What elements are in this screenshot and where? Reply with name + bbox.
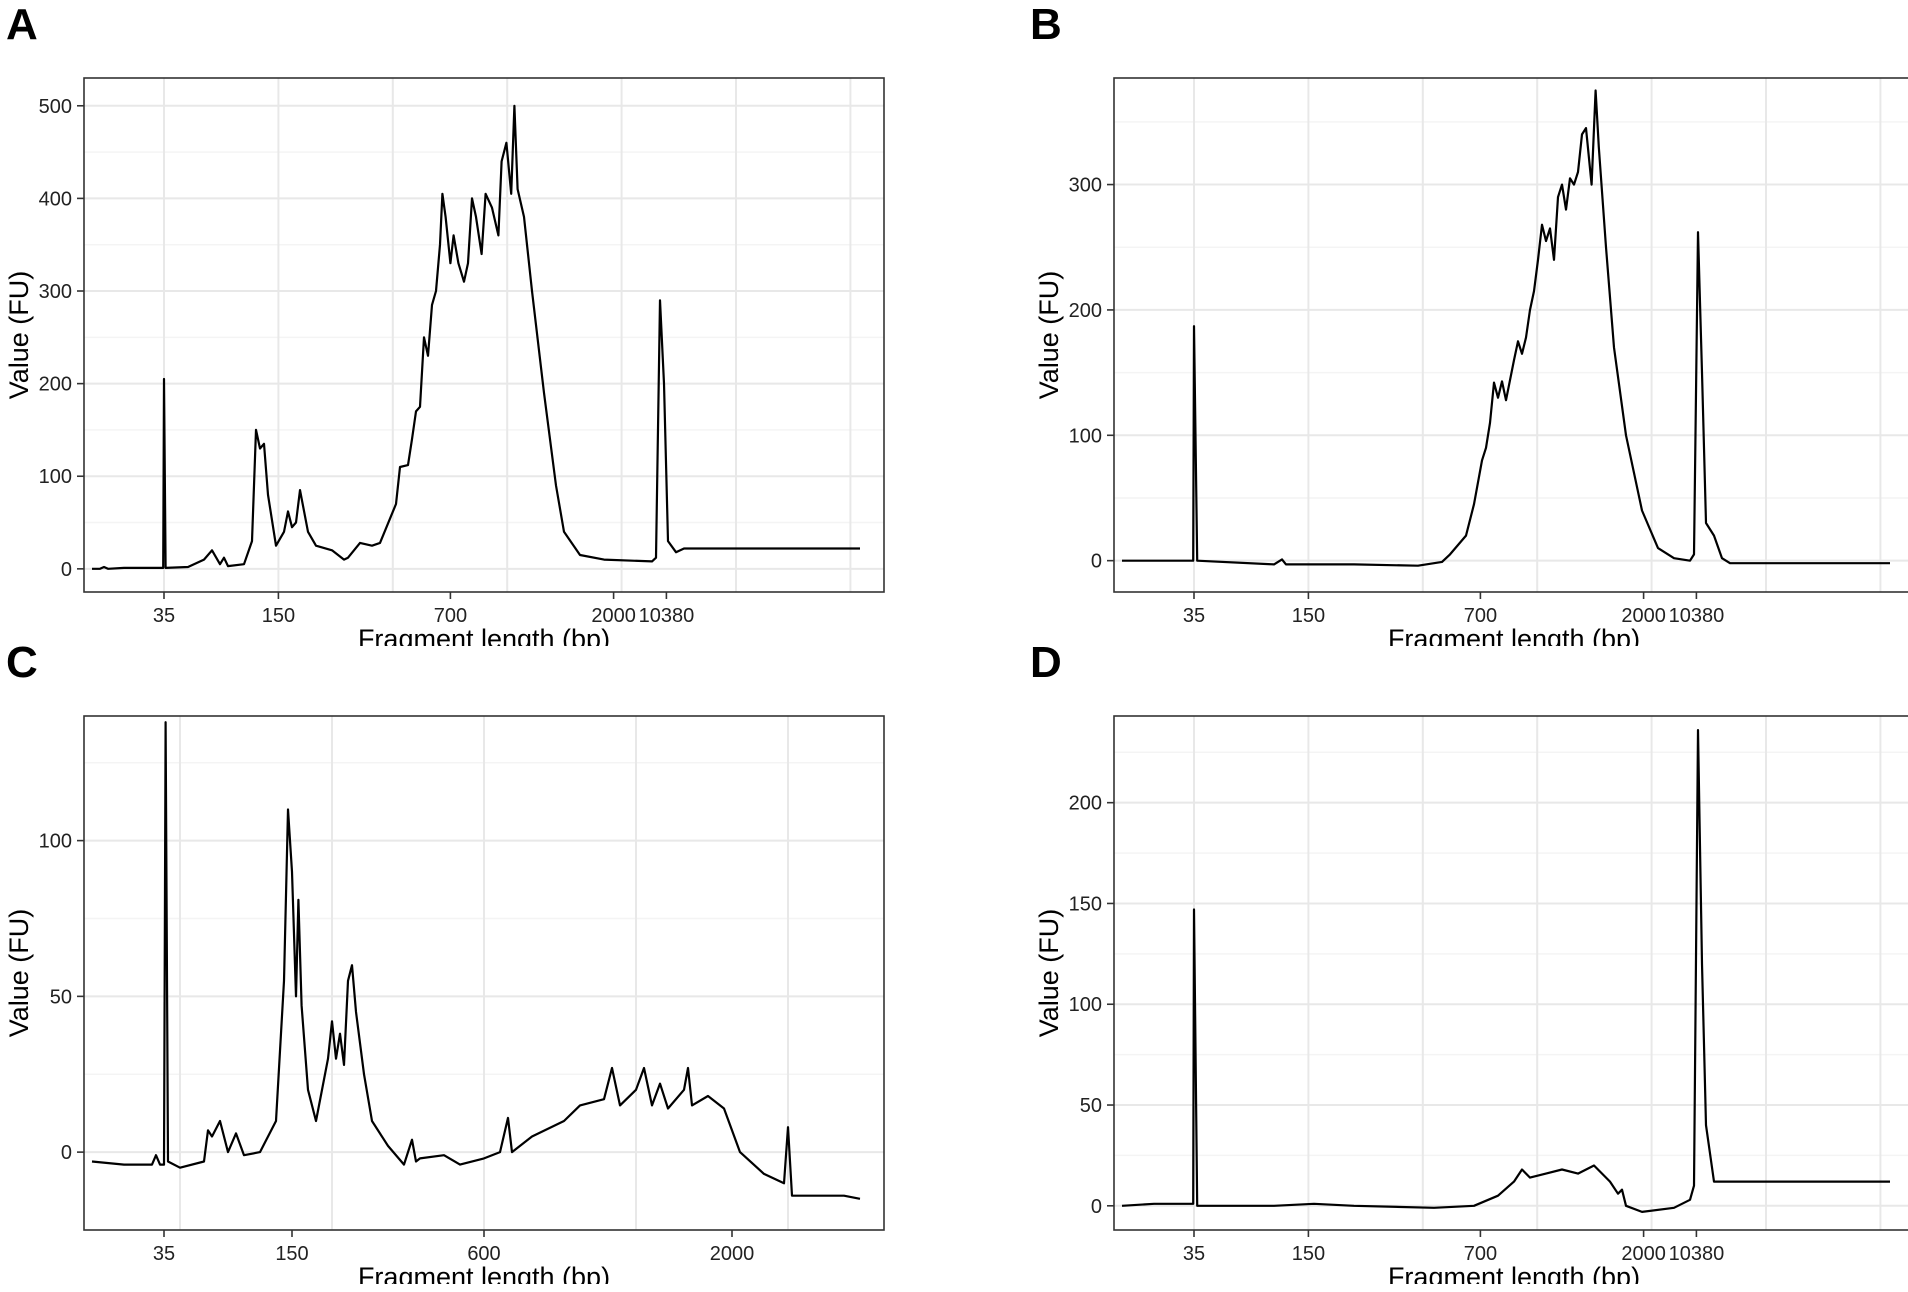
plot-background — [1114, 78, 1908, 592]
x-tick-label: 150 — [275, 1243, 308, 1265]
panel-a: A 0 100 200 300 400 500 35 150 700 2000 10380 Fragm… — [0, 0, 954, 646]
panel-d: D 0 50 100 150 200 35 150 700 2000 10380 Fragment … — [1030, 638, 1908, 1284]
panel-letter-d: D — [1030, 638, 1062, 687]
y-tick-label: 300 — [39, 281, 72, 303]
x-tick-label: 700 — [1464, 1243, 1497, 1265]
y-tick-label: 300 — [1069, 175, 1102, 197]
plot-background — [84, 78, 884, 592]
y-axis-title: Value (FU) — [1034, 909, 1064, 1038]
panel-c: C 0 50 100 35 150 600 2000 Fragment length (bp)… — [0, 638, 954, 1284]
x-tick-label: 10380 — [1669, 605, 1725, 627]
y-tick-label: 0 — [61, 559, 72, 581]
panel-letter-a: A — [6, 0, 38, 49]
panel-b: B 0 100 200 300 35 150 700 2000 10380 Fragment le… — [1030, 0, 1908, 646]
plot-frame — [1113, 715, 1908, 1231]
x-axis-title: Fragment length (bp) — [358, 624, 610, 646]
x-tick-label: 150 — [262, 605, 295, 627]
y-tick-label: 50 — [50, 986, 72, 1008]
x-tick-label: 150 — [1292, 1243, 1325, 1265]
electropherogram-trace — [92, 104, 860, 570]
plot-background — [1114, 716, 1908, 1230]
y-tick-label: 100 — [39, 466, 72, 488]
x-axis-title: Fragment length (bp) — [358, 1262, 610, 1284]
y-tick-label: 50 — [1080, 1095, 1102, 1117]
y-tick-label: 100 — [1069, 994, 1102, 1016]
electropherogram-trace — [1122, 89, 1890, 567]
chart-d: 0 50 100 150 200 35 150 700 2000 10380 Fragment le… — [1034, 715, 1908, 1284]
x-tick-label: 35 — [153, 605, 175, 627]
x-tick-label: 2000 — [591, 605, 636, 627]
plot-frame — [83, 77, 885, 593]
x-tick-label: 700 — [1464, 605, 1497, 627]
panel-letter-c: C — [6, 638, 38, 687]
y-tick-label: 100 — [39, 831, 72, 853]
y-tick-label: 0 — [1091, 1196, 1102, 1218]
x-tick-label: 700 — [434, 605, 467, 627]
x-axis-title: Fragment length (bp) — [1388, 624, 1640, 646]
y-axis-title: Value (FU) — [4, 271, 34, 400]
x-tick-label: 2000 — [1621, 605, 1666, 627]
x-tick-label: 35 — [1183, 1243, 1205, 1265]
electropherogram-trace — [1121, 728, 1890, 1214]
y-tick-label: 400 — [39, 188, 72, 210]
x-axis-title: Fragment length (bp) — [1388, 1262, 1640, 1284]
y-tick-label: 150 — [1069, 893, 1102, 915]
electropherogram-trace — [91, 721, 861, 1200]
chart-b: 0 100 200 300 35 150 700 2000 10380 Fragment leng… — [1034, 77, 1908, 646]
plot-frame — [1113, 77, 1908, 593]
x-tick-label: 10380 — [639, 605, 695, 627]
chart-a: 0 100 200 300 400 500 35 150 700 2000 10380 Fragmen… — [4, 77, 885, 646]
x-tick-label: 150 — [1292, 605, 1325, 627]
x-tick-label: 35 — [153, 1243, 175, 1265]
x-tick-label: 2000 — [710, 1243, 755, 1265]
x-tick-label: 600 — [467, 1243, 500, 1265]
y-axis-title: Value (FU) — [1034, 271, 1064, 400]
y-tick-label: 200 — [39, 374, 72, 396]
x-tick-label: 10380 — [1669, 1243, 1725, 1265]
x-tick-label: 35 — [1183, 605, 1205, 627]
y-tick-label: 0 — [61, 1142, 72, 1164]
panel-letter-b: B — [1030, 0, 1062, 49]
x-tick-label: 2000 — [1621, 1243, 1666, 1265]
y-tick-label: 500 — [39, 96, 72, 118]
y-tick-label: 200 — [1069, 793, 1102, 815]
chart-c: 0 50 100 35 150 600 2000 Fragment length (bp) Va… — [4, 715, 885, 1284]
y-tick-label: 100 — [1069, 425, 1102, 447]
y-axis-title: Value (FU) — [4, 909, 34, 1038]
y-tick-label: 200 — [1069, 300, 1102, 322]
y-tick-label: 0 — [1091, 551, 1102, 573]
